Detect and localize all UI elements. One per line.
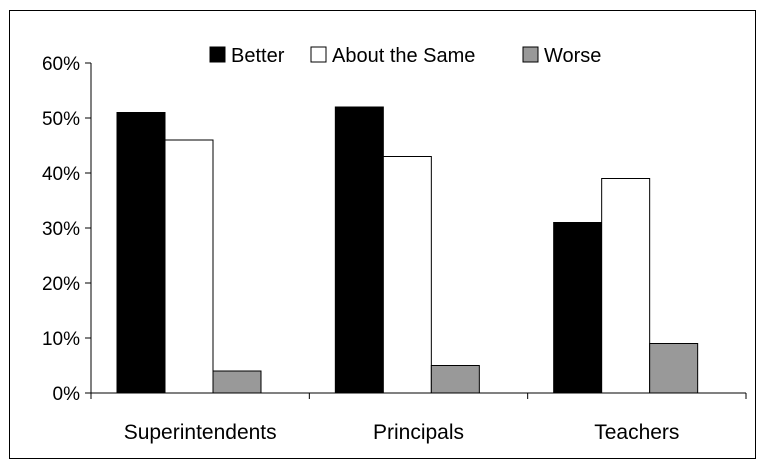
x-category-label: Principals bbox=[373, 421, 464, 444]
y-tick-label: 40% bbox=[42, 164, 80, 185]
y-tick-label: 10% bbox=[42, 329, 80, 350]
legend: Better About the Same Worse bbox=[209, 45, 601, 67]
y-tick-label: 60% bbox=[42, 54, 80, 75]
legend-swatch bbox=[522, 46, 539, 63]
bar bbox=[553, 222, 603, 394]
y-tick-label: 0% bbox=[53, 384, 81, 405]
bar bbox=[382, 156, 432, 394]
bar bbox=[116, 112, 166, 394]
legend-label: About the Same bbox=[332, 45, 475, 67]
bar bbox=[601, 178, 651, 394]
legend-label: Worse bbox=[544, 45, 601, 67]
bar bbox=[649, 343, 699, 394]
y-axis: 0% 10% 20% 30% 40% 50% 60% bbox=[42, 54, 92, 405]
x-axis: Superintendents Principals Teachers bbox=[90, 392, 747, 444]
legend-swatch bbox=[209, 46, 226, 63]
y-tick-label: 20% bbox=[42, 274, 80, 295]
bars bbox=[116, 106, 699, 394]
bar bbox=[334, 106, 384, 394]
x-category-label: Superintendents bbox=[124, 421, 277, 444]
y-tick-label: 50% bbox=[42, 109, 80, 130]
bar bbox=[164, 139, 214, 394]
bar bbox=[212, 370, 262, 394]
bar bbox=[430, 365, 480, 394]
x-category-label: Teachers bbox=[594, 421, 679, 444]
legend-swatch bbox=[310, 46, 327, 63]
legend-label: Better bbox=[231, 45, 285, 67]
y-tick-label: 30% bbox=[42, 219, 80, 240]
